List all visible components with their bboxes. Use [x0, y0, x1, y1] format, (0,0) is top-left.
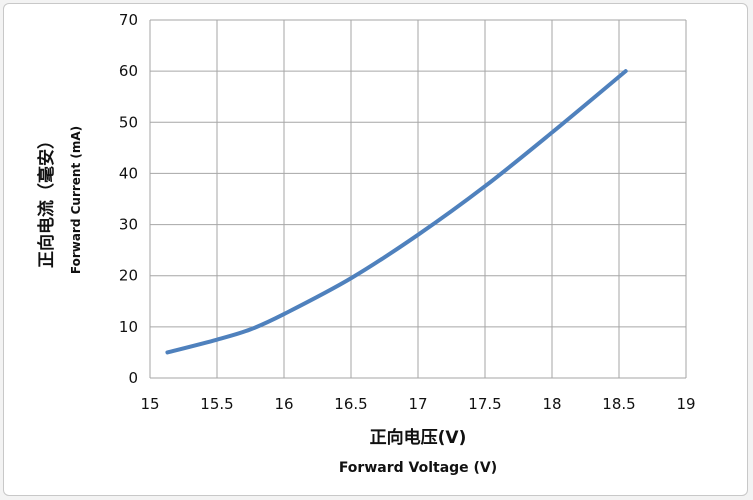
x-tick-label: 16 — [274, 395, 293, 413]
x-tick-label: 19 — [676, 395, 695, 413]
tick-labels: 15 15.5 16 16.5 17 17.5 18 18.5 19 0 10 20 30 40 50 60 7… — [119, 11, 696, 413]
x-tick-label: 18.5 — [602, 395, 635, 413]
x-tick-label: 15 — [140, 395, 159, 413]
y-tick-label: 20 — [119, 267, 138, 285]
x-tick-label: 18 — [542, 395, 561, 413]
y-tick-label: 50 — [119, 113, 138, 131]
y-tick-label: 60 — [119, 62, 138, 80]
y-axis-title-en: Forward Current (mA) — [69, 126, 83, 274]
x-tick-label: 15.5 — [200, 395, 233, 413]
y-tick-label: 0 — [128, 369, 138, 387]
y-tick-label: 10 — [119, 318, 138, 336]
x-tick-label: 16.5 — [334, 395, 367, 413]
x-tick-label: 17 — [408, 395, 427, 413]
x-axis-title-en: Forward Voltage (V) — [339, 460, 497, 476]
y-tick-label: 30 — [119, 216, 138, 234]
grid — [149, 19, 687, 379]
series-line — [165, 69, 628, 355]
x-axis-title-cn: 正向电压(V) — [370, 427, 467, 448]
x-tick-label: 17.5 — [468, 395, 501, 413]
y-tick-label: 40 — [119, 164, 138, 182]
y-tick-label: 70 — [119, 11, 138, 29]
chart-frame — [3, 3, 748, 496]
y-axis-title-cn: 正向电流（毫安） — [36, 132, 57, 268]
series-layer — [165, 69, 628, 355]
